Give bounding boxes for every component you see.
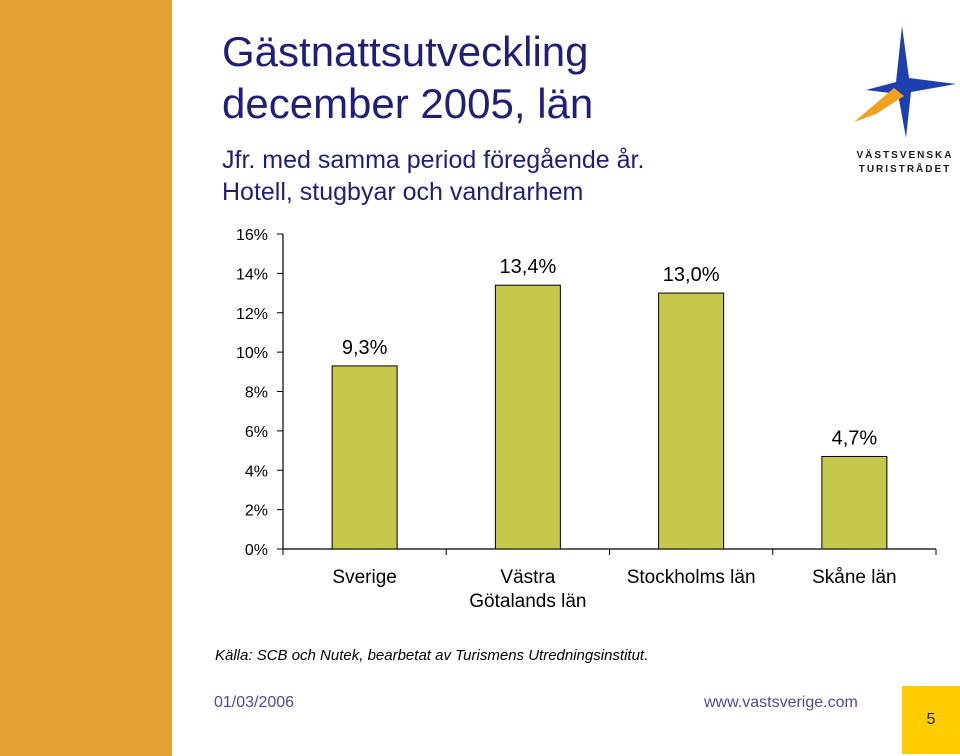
y-tick-label: 6% (245, 424, 268, 441)
data-label: 4,7% (832, 427, 878, 449)
title-line-1: Gästnattsutveckling (222, 28, 589, 75)
y-tick-label: 8% (245, 385, 268, 402)
logo-text-line-2: TURISTRÅDET (858, 164, 952, 175)
vastsvenska-turistradet-logo: VÄSTSVENSKA TURISTRÅDET (846, 26, 960, 176)
bar (821, 455, 888, 550)
source-note: Källa: SCB och Nutek, bearbetat av Turis… (215, 647, 649, 664)
data-label: 13,4% (500, 256, 557, 278)
y-tick-label: 0% (245, 542, 268, 559)
data-label: 13,0% (663, 264, 720, 286)
category-label: Stockholms län (627, 567, 756, 588)
bar (658, 292, 725, 550)
subtitle-comparison: Jfr. med samma period föregående år. (222, 146, 645, 174)
category-label: Skåne län (812, 567, 897, 588)
bar (494, 284, 561, 550)
category-label: Västra (500, 567, 555, 588)
category-label: Sverige (332, 567, 396, 588)
y-tick-label: 2% (245, 503, 268, 520)
subtitle-accommodation: Hotell, stugbyar och vandrarhem (222, 178, 584, 206)
star-logo-icon (854, 26, 956, 138)
page-number-box: 5 (902, 686, 960, 754)
y-tick-label: 4% (245, 463, 268, 480)
side-accent-bar (0, 0, 172, 756)
bar-chart: 0% 2% 4% 6% 8% 10% 12% 14% 16% 9,3% 13,4% 13,0% 4,7… (236, 227, 937, 612)
page-number: 5 (926, 711, 936, 728)
y-tick-label: 14% (236, 266, 268, 283)
y-tick-label: 10% (236, 345, 268, 362)
slide-title: Gästnattsutveckling december 2005, län (222, 26, 593, 130)
title-line-2: december 2005, län (222, 80, 594, 127)
footer-date: 01/03/2006 (214, 694, 295, 711)
y-tick-label: 16% (236, 227, 268, 244)
category-label: Götalands län (469, 591, 586, 612)
data-label: 9,3% (342, 337, 388, 359)
footer-url: www.vastsverige.com (704, 694, 858, 711)
logo-text-line-1: VÄSTSVENSKA (856, 150, 954, 161)
y-tick-label: 12% (236, 306, 268, 323)
bar (331, 365, 398, 550)
